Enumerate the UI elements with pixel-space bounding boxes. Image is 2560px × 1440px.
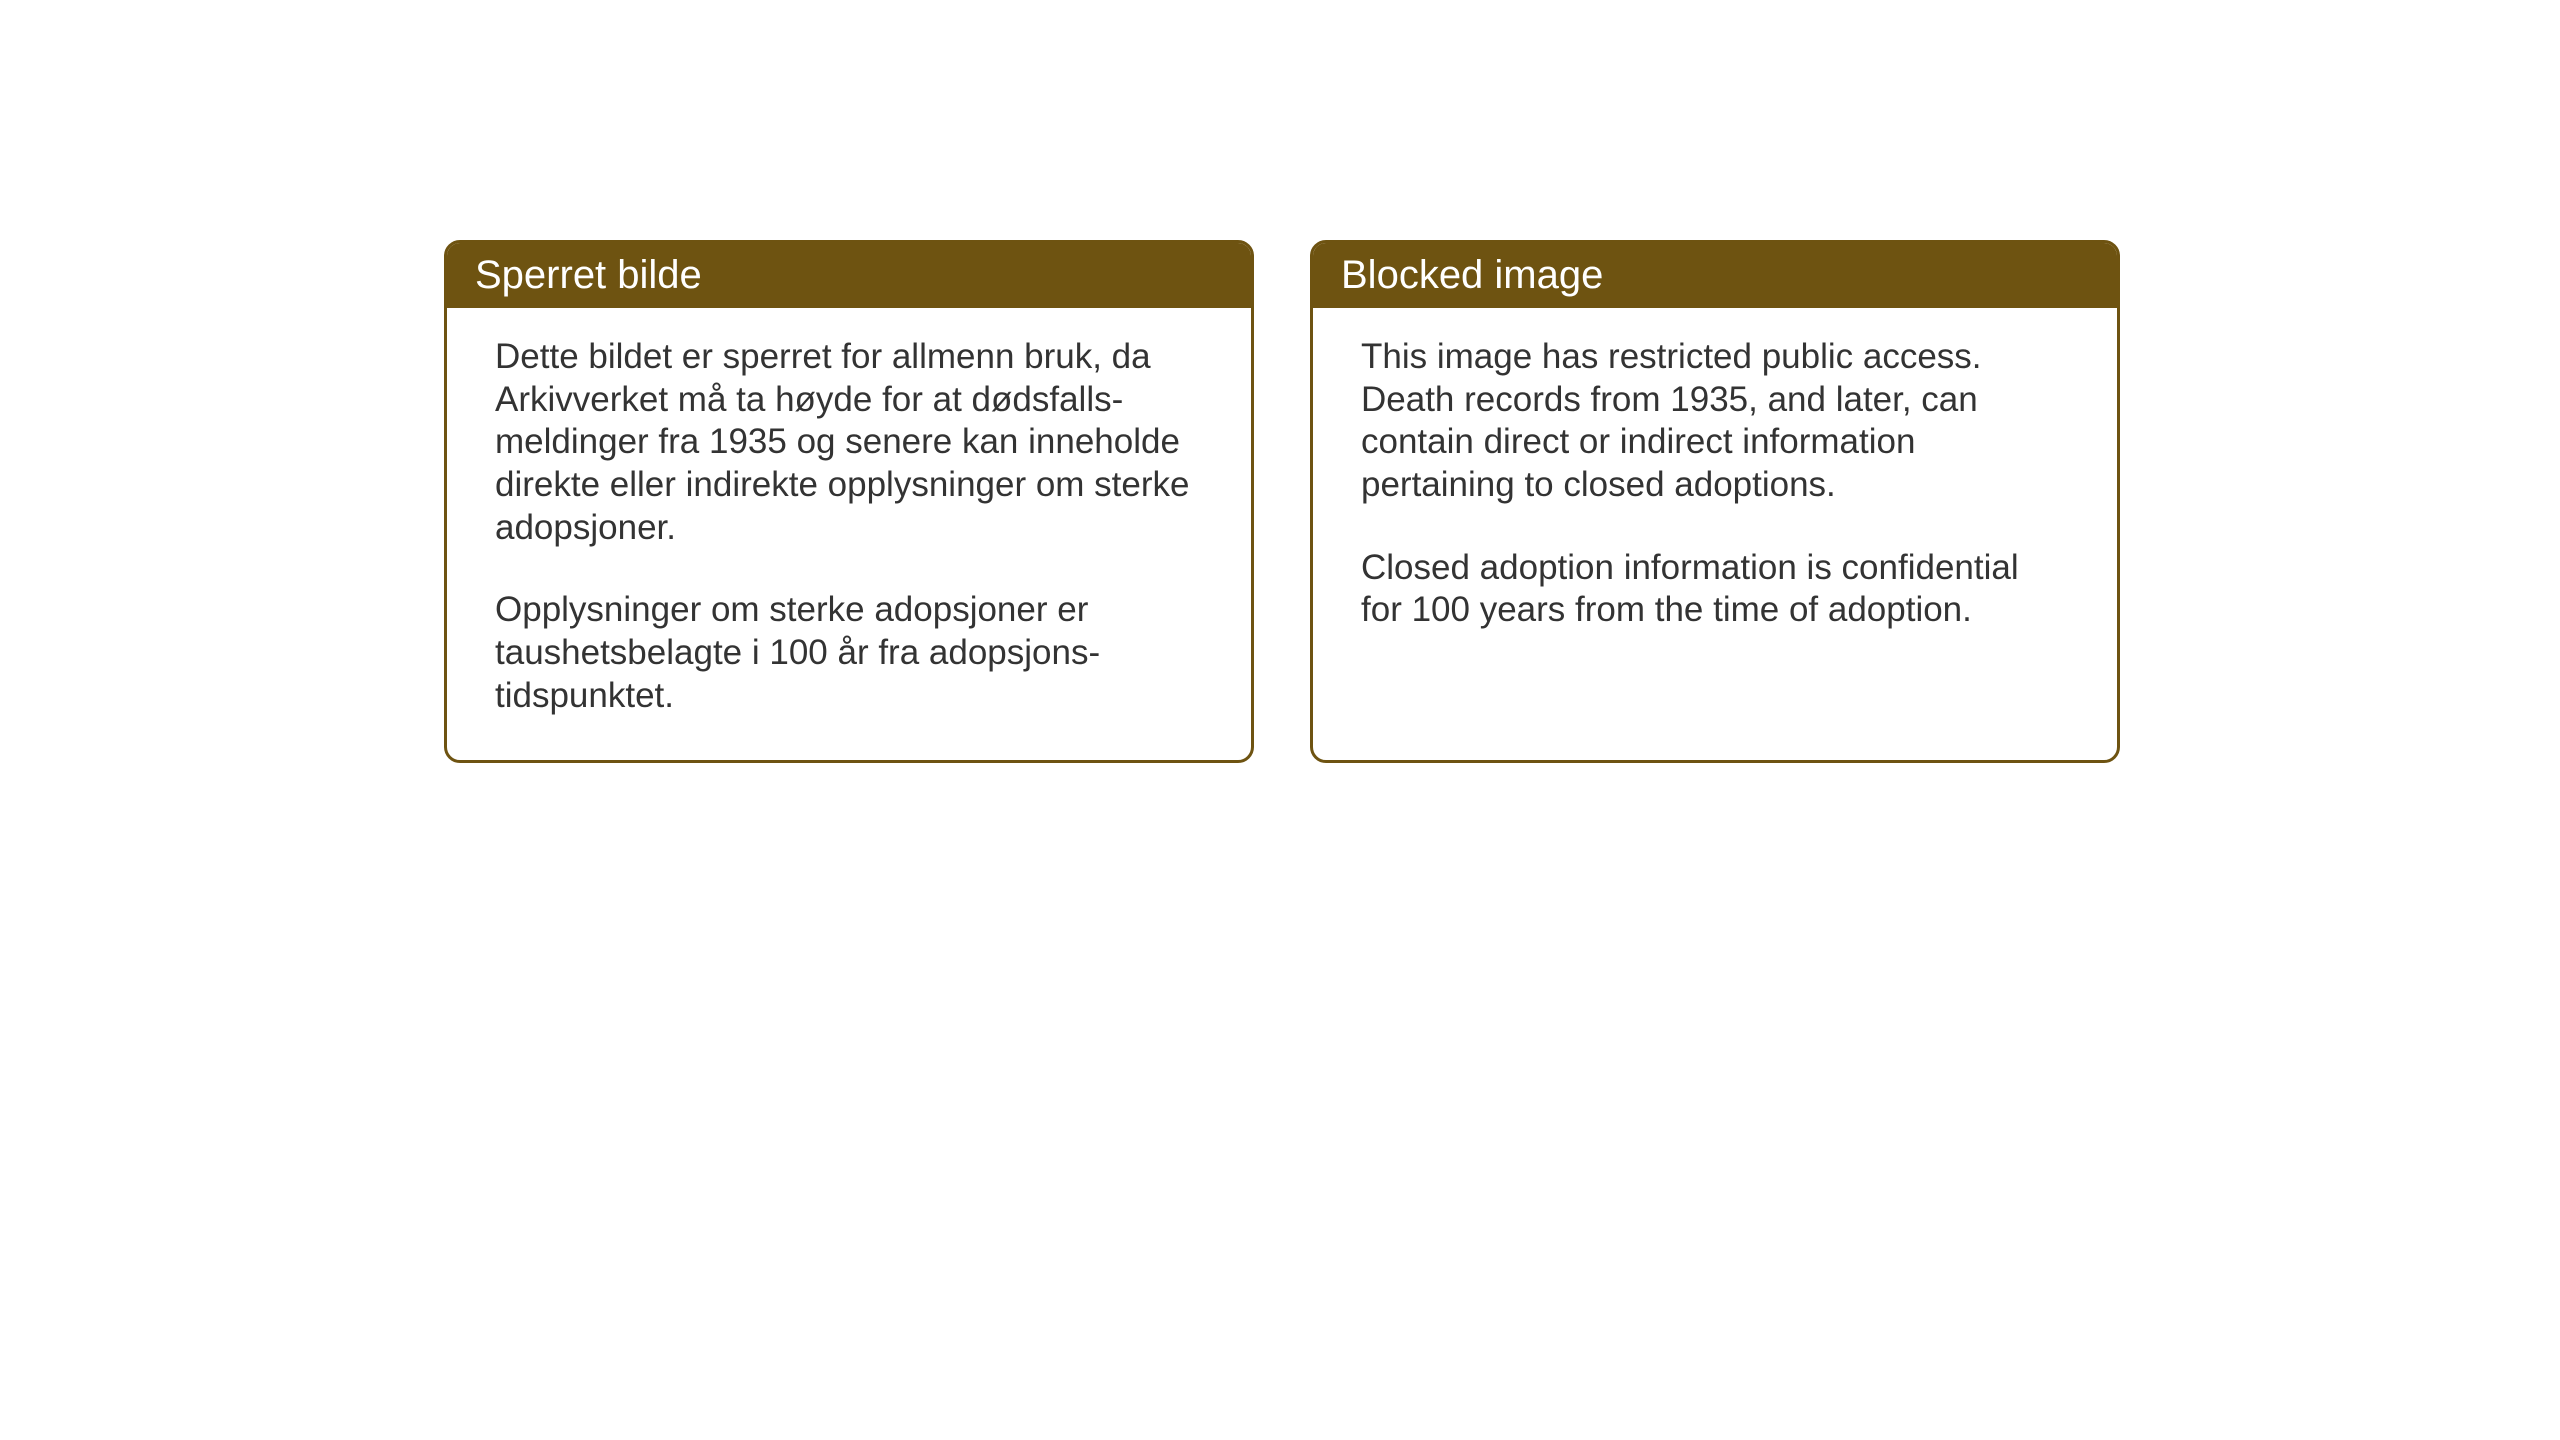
- notice-body-norwegian: Dette bildet er sperret for allmenn bruk…: [447, 308, 1251, 760]
- notice-title-norwegian: Sperret bilde: [475, 253, 702, 297]
- notice-header-norwegian: Sperret bilde: [447, 243, 1251, 308]
- notice-paragraph-2-english: Closed adoption information is confident…: [1361, 547, 2069, 632]
- notice-header-english: Blocked image: [1313, 243, 2117, 308]
- notice-paragraph-1-english: This image has restricted public access.…: [1361, 336, 2069, 507]
- notice-paragraph-2-norwegian: Opplysninger om sterke adopsjoner er tau…: [495, 589, 1203, 717]
- notice-container: Sperret bilde Dette bildet er sperret fo…: [444, 240, 2120, 763]
- notice-box-english: Blocked image This image has restricted …: [1310, 240, 2120, 763]
- notice-box-norwegian: Sperret bilde Dette bildet er sperret fo…: [444, 240, 1254, 763]
- notice-body-english: This image has restricted public access.…: [1313, 308, 2117, 674]
- notice-paragraph-1-norwegian: Dette bildet er sperret for allmenn bruk…: [495, 336, 1203, 549]
- notice-title-english: Blocked image: [1341, 253, 1603, 297]
